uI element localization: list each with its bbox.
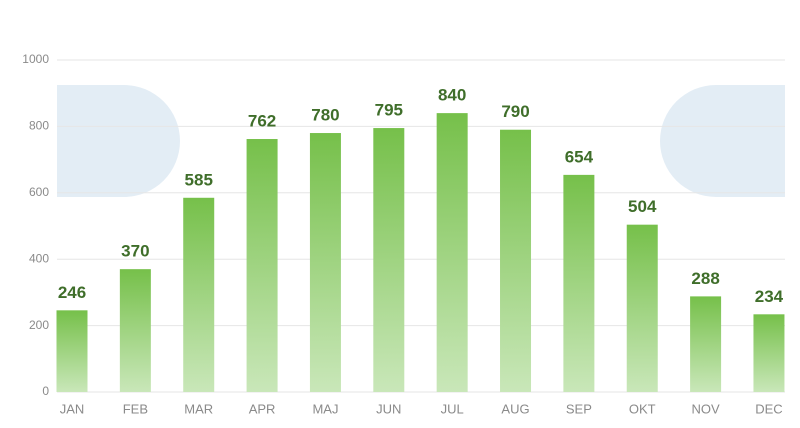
y-tick-label: 800 [29,119,49,133]
x-tick-label: SEP [566,401,592,416]
x-tick-label: MAJ [312,401,338,416]
bar [500,129,532,392]
x-tick-label: JAN [60,401,85,416]
y-tick-label: 600 [29,185,49,199]
x-tick-label: AUG [501,401,529,416]
value-label: 762 [248,112,276,131]
value-label: 504 [628,197,657,216]
bar [373,128,405,392]
bar [753,314,785,392]
x-tick-label: OKT [629,401,656,416]
bar [626,224,658,392]
bar [309,133,341,393]
value-label: 234 [755,287,784,306]
x-tick-label: FEB [123,401,148,416]
x-tick-label: APR [249,401,276,416]
value-label: 790 [501,102,529,121]
x-tick-label: JUL [441,401,464,416]
decor-blob-right [660,85,785,197]
y-tick-label: 1000 [22,52,49,66]
grid: 0 200 400 600 800 1000 [22,52,785,398]
y-tick-label: 200 [29,318,49,332]
bar [690,296,722,392]
bar [436,113,468,393]
bar [246,139,278,392]
x-tick-label: NOV [692,401,721,416]
bar [563,174,595,392]
y-tick-label: 400 [29,251,49,265]
value-label: 795 [375,101,403,120]
bar [119,269,151,392]
value-label: 780 [311,106,339,125]
bar [56,310,88,392]
x-tick-label: MAR [184,401,213,416]
bars: JAN 246 FEB 370 MAR 585 APR 762 MAJ 780 JUN 795 JUL 8… [56,86,785,416]
value-label: 840 [438,86,466,105]
value-label: 585 [185,170,213,189]
value-label: 370 [121,242,149,261]
decor-blob-left [57,85,180,197]
value-label: 246 [58,283,86,302]
value-label: 654 [565,147,594,166]
bar [183,197,215,392]
y-tick-label: 0 [42,384,49,398]
x-tick-label: JUN [376,401,401,416]
value-label: 288 [691,269,719,288]
x-tick-label: DEC [755,401,782,416]
